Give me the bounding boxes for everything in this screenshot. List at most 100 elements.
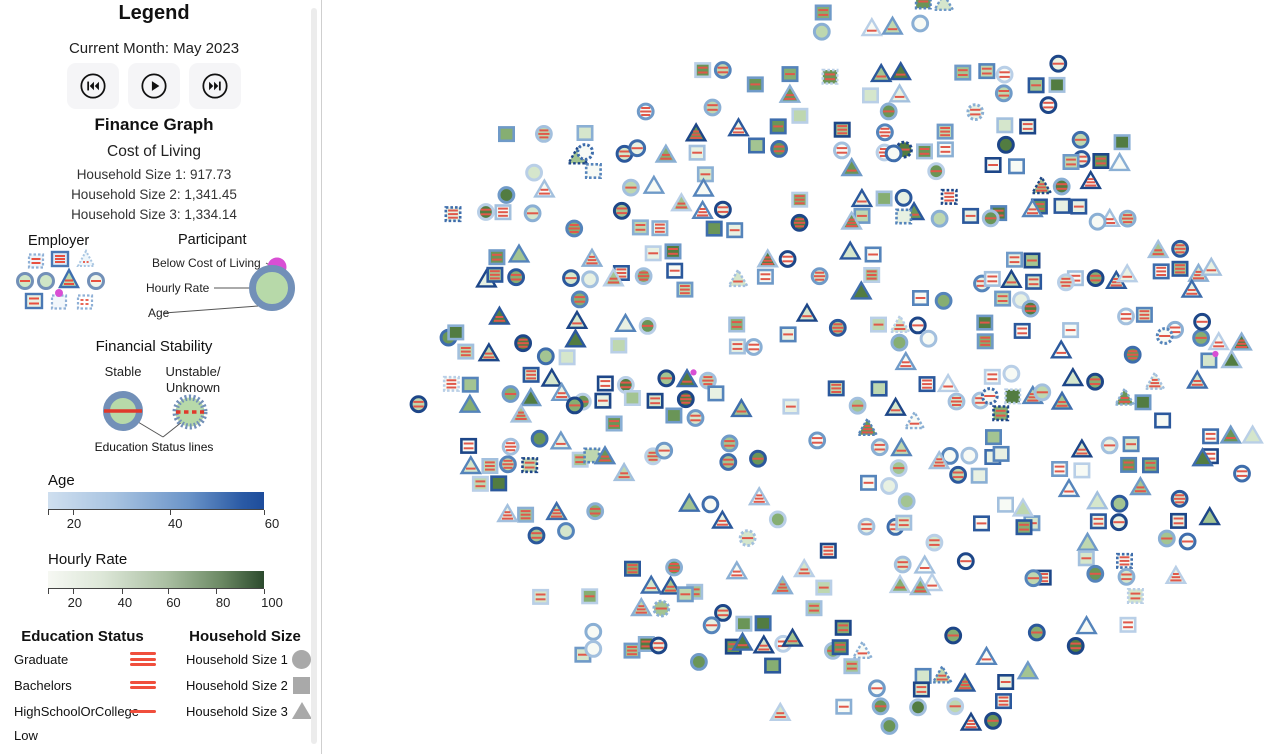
participant-glyph[interactable] xyxy=(875,190,893,207)
employer-cluster[interactable] xyxy=(1116,552,1188,604)
participant-glyph[interactable] xyxy=(638,316,657,335)
participant-glyph[interactable] xyxy=(946,697,965,716)
participant-glyph[interactable] xyxy=(1180,278,1204,298)
participant-glyph[interactable] xyxy=(728,316,746,333)
participant-glyph[interactable] xyxy=(507,268,526,287)
employer-cluster[interactable] xyxy=(694,61,764,117)
employer-cluster[interactable] xyxy=(1057,263,1139,292)
participant-glyph[interactable] xyxy=(790,213,809,232)
participant-glyph[interactable] xyxy=(876,123,894,142)
employer-cluster[interactable] xyxy=(1157,489,1221,551)
participant-glyph[interactable] xyxy=(534,124,553,143)
participant-glyph[interactable] xyxy=(850,187,874,208)
participant-glyph[interactable] xyxy=(678,492,701,512)
participant-glyph[interactable] xyxy=(947,392,966,411)
participant-glyph[interactable] xyxy=(985,429,1002,446)
participant-glyph[interactable] xyxy=(827,380,845,397)
participant-glyph[interactable] xyxy=(934,291,953,310)
participant-glyph[interactable] xyxy=(1115,263,1139,283)
participant-glyph[interactable] xyxy=(494,204,512,221)
participant-glyph[interactable] xyxy=(752,634,776,654)
employer-cluster[interactable] xyxy=(593,441,674,482)
participant-glyph[interactable] xyxy=(1086,372,1104,391)
employer-cluster[interactable] xyxy=(1066,614,1137,655)
employer-cluster[interactable] xyxy=(475,243,531,288)
participant-glyph[interactable] xyxy=(930,209,949,228)
employer-cluster[interactable] xyxy=(409,375,482,414)
employer-cluster[interactable] xyxy=(523,178,584,238)
participant-glyph[interactable] xyxy=(980,387,999,405)
participant-glyph[interactable] xyxy=(828,318,847,337)
participant-glyph[interactable] xyxy=(1170,512,1187,529)
sidebar-scrollbar[interactable] xyxy=(311,8,317,744)
participant-glyph[interactable] xyxy=(983,368,1001,385)
participant-glyph[interactable] xyxy=(1086,269,1105,288)
participant-glyph[interactable] xyxy=(956,552,975,571)
participant-glyph[interactable] xyxy=(840,210,863,230)
participant-glyph[interactable] xyxy=(605,415,623,432)
participant-glyph[interactable] xyxy=(707,385,725,402)
participant-glyph[interactable] xyxy=(914,667,932,684)
participant-glyph[interactable] xyxy=(1113,386,1136,406)
participant-glyph[interactable] xyxy=(584,622,603,641)
participant-glyph[interactable] xyxy=(769,118,787,135)
participant-glyph[interactable] xyxy=(1076,531,1099,551)
employer-cluster[interactable] xyxy=(730,397,800,418)
participant-glyph[interactable] xyxy=(501,437,520,456)
employer-cluster[interactable] xyxy=(738,486,787,547)
participant-glyph[interactable] xyxy=(713,200,732,219)
participant-glyph[interactable] xyxy=(778,250,797,268)
participant-glyph[interactable] xyxy=(1073,462,1091,479)
employer-cluster[interactable] xyxy=(1100,436,1159,496)
participant-glyph[interactable] xyxy=(651,220,669,237)
employer-cluster[interactable] xyxy=(496,500,568,545)
participant-glyph[interactable] xyxy=(889,459,908,478)
employer-cluster[interactable] xyxy=(676,560,749,622)
employer-cluster[interactable] xyxy=(728,316,763,356)
participant-glyph[interactable] xyxy=(586,502,605,521)
participant-glyph[interactable] xyxy=(639,574,663,594)
participant-glyph[interactable] xyxy=(925,533,944,552)
participant-glyph[interactable] xyxy=(459,454,483,475)
employer-cluster[interactable] xyxy=(975,623,1046,680)
employer-cluster[interactable] xyxy=(624,558,684,618)
participant-glyph[interactable] xyxy=(879,102,898,121)
participant-glyph[interactable] xyxy=(570,290,589,309)
employer-cluster[interactable] xyxy=(444,186,516,223)
participant-glyph[interactable] xyxy=(731,631,754,651)
participant-glyph[interactable] xyxy=(764,657,782,674)
participant-glyph[interactable] xyxy=(835,698,853,715)
participant-glyph[interactable] xyxy=(1070,198,1088,215)
participant-glyph[interactable] xyxy=(1015,519,1033,536)
employer-cluster[interactable] xyxy=(557,502,605,540)
participant-glyph[interactable] xyxy=(1113,134,1131,151)
participant-glyph[interactable] xyxy=(791,191,809,208)
employer-cluster[interactable] xyxy=(691,177,744,239)
participant-glyph[interactable] xyxy=(460,437,478,454)
participant-glyph[interactable] xyxy=(1089,513,1107,530)
participant-glyph[interactable] xyxy=(912,681,930,698)
participant-glyph[interactable] xyxy=(936,123,954,140)
participant-glyph[interactable] xyxy=(634,267,653,286)
participant-glyph[interactable] xyxy=(1117,567,1136,586)
participant-glyph[interactable] xyxy=(1039,96,1058,114)
participant-glyph[interactable] xyxy=(659,575,682,595)
participant-glyph[interactable] xyxy=(644,245,662,262)
participant-glyph[interactable] xyxy=(870,316,887,333)
participant-glyph[interactable] xyxy=(895,514,913,531)
participant-glyph[interactable] xyxy=(730,397,753,418)
employer-cluster[interactable] xyxy=(954,63,1014,121)
participant-glyph[interactable] xyxy=(895,208,913,225)
participant-glyph[interactable] xyxy=(691,199,714,220)
participant-glyph[interactable] xyxy=(1004,388,1022,405)
employer-cluster[interactable] xyxy=(870,313,938,371)
participant-glyph[interactable] xyxy=(1006,251,1023,268)
participant-glyph[interactable] xyxy=(894,350,918,371)
skip-forward-button[interactable] xyxy=(189,63,241,109)
participant-glyph[interactable] xyxy=(862,87,879,104)
participant-glyph[interactable] xyxy=(533,178,556,198)
participant-glyph[interactable] xyxy=(1057,273,1075,292)
participant-glyph[interactable] xyxy=(521,457,539,474)
participant-glyph[interactable] xyxy=(610,337,628,354)
participant-glyph[interactable] xyxy=(509,403,533,423)
